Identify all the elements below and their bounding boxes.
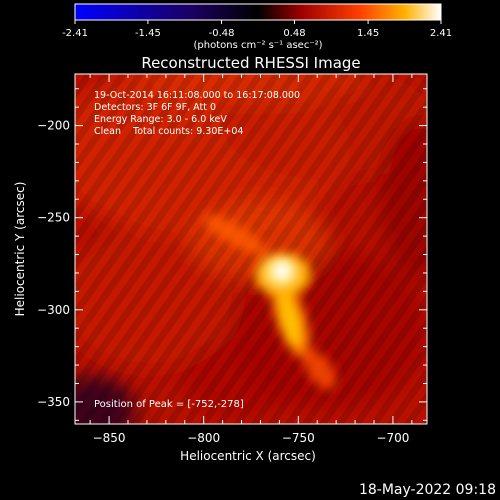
- x-tick-label: −700: [376, 431, 409, 445]
- y-tick-label: −350: [37, 395, 70, 409]
- x-tick-label: −750: [282, 431, 315, 445]
- annotation-clean-counts: Clean Total counts: 9.30E+04: [94, 126, 243, 137]
- colorbar-tick-label: -2.41: [62, 28, 88, 39]
- x-axis-label: Heliocentric X (arcsec): [180, 449, 316, 463]
- x-tick-label: −800: [187, 431, 220, 445]
- colorbar-unit-label: (photons cm⁻² s⁻¹ asec⁻²): [193, 40, 322, 51]
- colorbar-tick-label: 2.41: [430, 28, 452, 39]
- colorbar-tick-label: -0.48: [209, 28, 235, 39]
- x-tick-label: −850: [93, 431, 126, 445]
- peak-position-label: Position of Peak = [-752,-278]: [94, 399, 244, 410]
- plot-frame: [74, 73, 428, 425]
- y-axis-label: Heliocentric Y (arcsec): [13, 182, 27, 317]
- y-axis: −200 −250 −300 −350: [37, 88, 427, 421]
- annotation-energy-range: Energy Range: 3.0 - 6.0 keV: [94, 114, 227, 125]
- chart-title: Reconstructed RHESSI Image: [141, 54, 360, 72]
- colorbar: [74, 3, 442, 21]
- colorbar-ticks: -2.41 -1.45 -0.48 0.48 1.45 2.41: [62, 20, 452, 39]
- y-tick-label: −300: [37, 303, 70, 317]
- annotation-block: 19-Oct-2014 16:11:08.000 to 16:17:08.000…: [94, 90, 300, 137]
- annotation-time-range: 19-Oct-2014 16:11:08.000 to 16:17:08.000: [94, 90, 300, 101]
- colorbar-tick-label: -1.45: [135, 28, 161, 39]
- colorbar-tick-label: 1.45: [357, 28, 379, 39]
- footer-timestamp: 18-May-2022 09:18: [359, 482, 496, 498]
- y-tick-label: −250: [37, 211, 70, 225]
- colorbar-tick-label: 0.48: [283, 28, 305, 39]
- peak-marker: [273, 262, 291, 280]
- y-tick-label: −200: [37, 119, 70, 133]
- annotation-detectors: Detectors: 3F 6F 9F, Att 0: [94, 102, 216, 113]
- x-axis: −850 −800 −750 −700: [89, 74, 413, 445]
- heatmap-image: [75, 74, 427, 424]
